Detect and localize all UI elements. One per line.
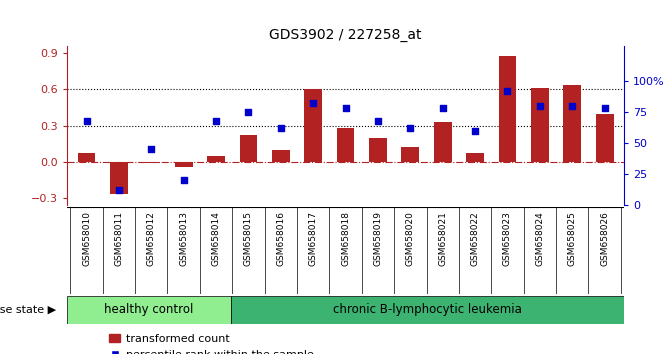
Bar <box>142 162 160 163</box>
Text: disease state ▶: disease state ▶ <box>0 305 56 315</box>
Bar <box>337 128 354 162</box>
Point <box>178 178 189 183</box>
Bar <box>466 153 484 162</box>
Point <box>243 109 254 115</box>
Point <box>502 88 513 94</box>
Point <box>113 188 124 193</box>
Title: GDS3902 / 227258_at: GDS3902 / 227258_at <box>269 28 422 42</box>
Text: GSM658018: GSM658018 <box>341 211 350 267</box>
Text: GSM658024: GSM658024 <box>535 211 544 266</box>
Point <box>146 147 156 152</box>
Text: GSM658020: GSM658020 <box>406 211 415 266</box>
Text: GSM658026: GSM658026 <box>600 211 609 266</box>
Bar <box>67 296 231 324</box>
Text: GSM658022: GSM658022 <box>470 211 480 266</box>
Text: GSM658017: GSM658017 <box>309 211 317 267</box>
Point <box>535 103 546 109</box>
Text: GSM658010: GSM658010 <box>82 211 91 267</box>
Point <box>340 105 351 111</box>
Bar <box>231 296 624 324</box>
Point <box>81 118 92 124</box>
Point <box>308 101 319 106</box>
Bar <box>433 122 452 162</box>
Bar <box>499 56 517 162</box>
Bar <box>401 147 419 162</box>
Bar <box>110 162 127 194</box>
Text: GSM658014: GSM658014 <box>211 211 221 266</box>
Text: GSM658016: GSM658016 <box>276 211 285 267</box>
Legend: transformed count, percentile rank within the sample: transformed count, percentile rank withi… <box>105 330 318 354</box>
Bar <box>531 88 549 162</box>
Point <box>211 118 221 124</box>
Point <box>405 125 416 131</box>
Text: healthy control: healthy control <box>104 303 194 316</box>
Point <box>372 118 383 124</box>
Bar <box>207 156 225 162</box>
Bar <box>369 138 387 162</box>
Bar <box>564 85 581 162</box>
Bar <box>596 114 613 162</box>
Bar <box>174 162 193 167</box>
Point <box>567 103 578 109</box>
Text: GSM658023: GSM658023 <box>503 211 512 266</box>
Text: GSM658013: GSM658013 <box>179 211 188 267</box>
Point <box>437 105 448 111</box>
Text: chronic B-lymphocytic leukemia: chronic B-lymphocytic leukemia <box>333 303 522 316</box>
Text: GSM658011: GSM658011 <box>115 211 123 267</box>
Text: GSM658015: GSM658015 <box>244 211 253 267</box>
Text: GSM658021: GSM658021 <box>438 211 447 266</box>
Bar <box>78 153 95 162</box>
Point <box>275 125 286 131</box>
Bar <box>272 150 290 162</box>
Bar <box>304 90 322 162</box>
Text: GSM658019: GSM658019 <box>374 211 382 267</box>
Point <box>599 105 610 111</box>
Text: GSM658025: GSM658025 <box>568 211 576 266</box>
Point <box>470 128 480 133</box>
Text: GSM658012: GSM658012 <box>147 211 156 266</box>
Bar <box>240 135 258 162</box>
